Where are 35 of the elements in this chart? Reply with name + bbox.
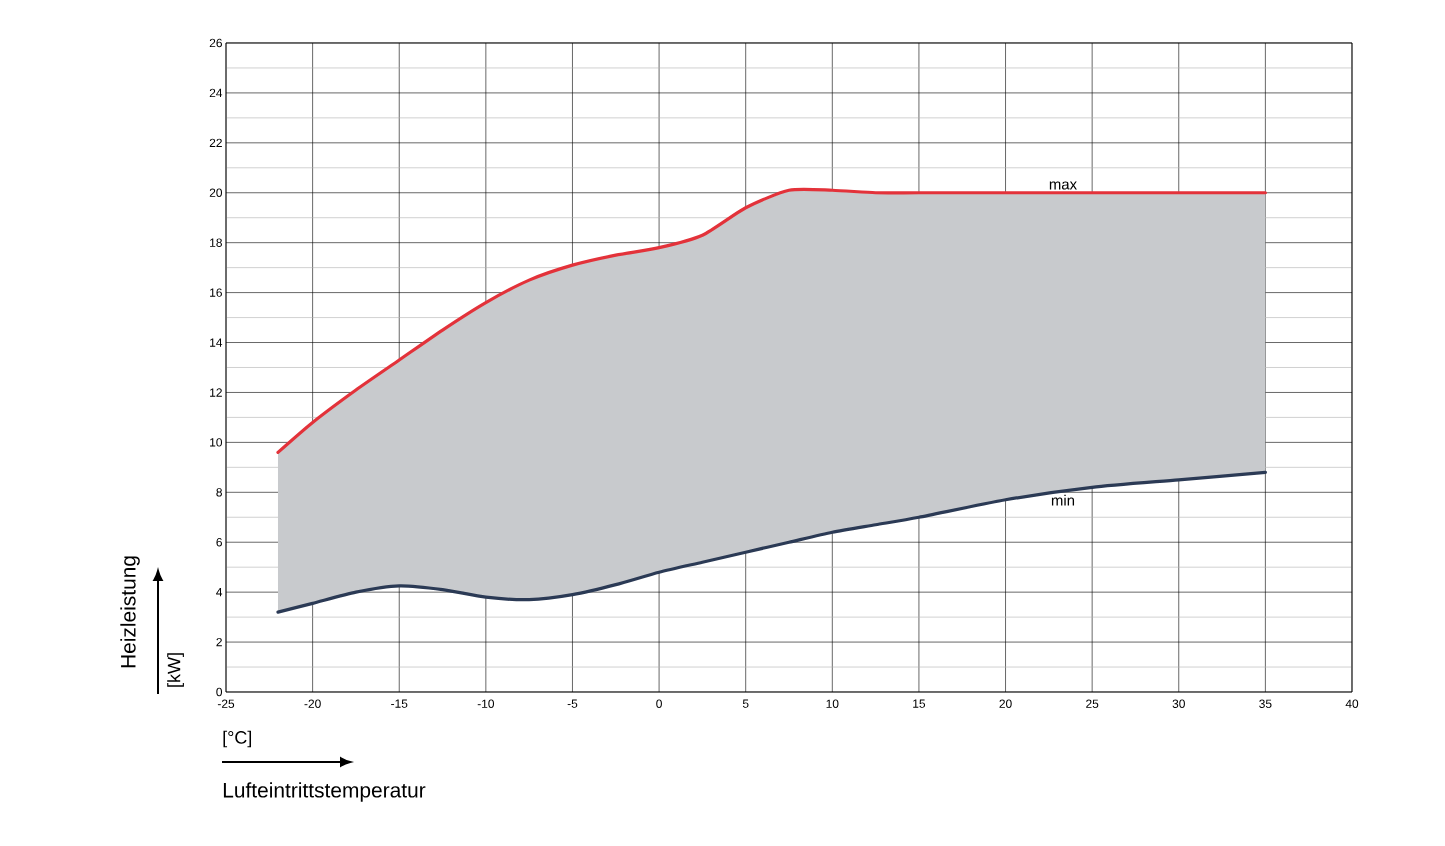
x-tick-label: 0 (656, 699, 662, 708)
y-tick-label: 2 (216, 637, 222, 647)
x-tick-label: 25 (1086, 699, 1099, 708)
line-series (276, 470, 1267, 614)
y-tick-label: 8 (216, 488, 222, 497)
y-tick-label: 10 (210, 438, 223, 447)
x-tick-label: -20 (304, 699, 321, 708)
x-axis-title: Lufteintrittstemperatur (223, 782, 426, 802)
y-tick-label: 20 (209, 188, 223, 197)
series-label: max (1049, 181, 1077, 190)
series-label: min (1051, 494, 1075, 506)
x-tick-label: -25 (217, 699, 235, 708)
y-tick-label: 26 (209, 38, 222, 48)
x-tick-label: 15 (913, 699, 926, 708)
y-axis-title: Heizleistung (120, 556, 140, 668)
x-tick-label: 30 (1172, 699, 1185, 708)
x-tick-label: -5 (567, 699, 578, 708)
y-tick-label: 18 (210, 238, 222, 247)
y-tick-label: 16 (210, 288, 222, 297)
x-tick-label: 20 (999, 699, 1012, 708)
y-tick-label: 4 (216, 588, 223, 597)
x-tick-label: 40 (1345, 699, 1359, 708)
x-tick-label: 35 (1259, 699, 1272, 708)
y-tick-label: 0 (216, 687, 223, 697)
y-tick-label: 24 (209, 88, 223, 98)
x-tick-label: 10 (826, 699, 839, 708)
text: [°C] (223, 730, 252, 748)
y-tick-label: 12 (210, 388, 222, 397)
text: [kW] (167, 653, 184, 687)
y-tick-label: 22 (209, 138, 222, 147)
x-tick-label: -15 (391, 699, 408, 708)
y-tick-label: 6 (216, 538, 222, 547)
x-tick-label: -10 (477, 699, 495, 708)
y-tick-label: 14 (210, 338, 223, 347)
x-tick-label: 5 (742, 699, 749, 708)
